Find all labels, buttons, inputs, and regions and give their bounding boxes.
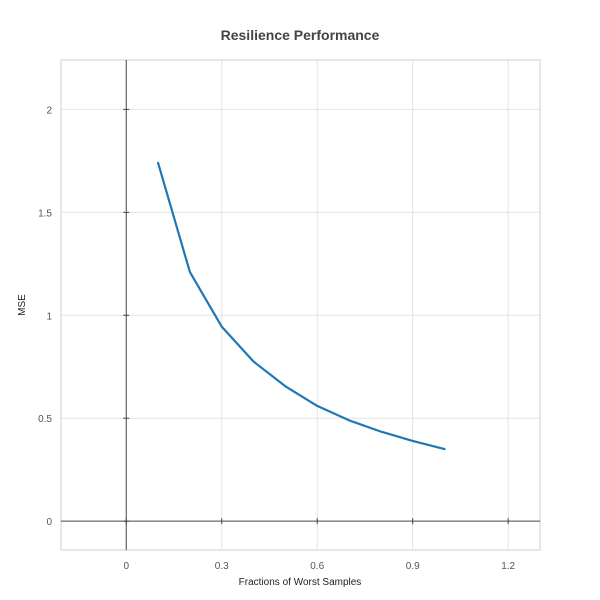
y-ticks: 0 0.5 1 1.5 2 (38, 105, 130, 528)
plot-area (60, 59, 541, 551)
x-tick-label: 0.6 (310, 561, 324, 572)
y-tick-label: 1.5 (38, 208, 52, 219)
x-gridlines (221, 60, 509, 550)
y-tick-label: 0 (46, 517, 52, 528)
y-gridlines (61, 108, 540, 419)
x-tick-label: 0 (123, 561, 129, 572)
y-tick-label: 2 (46, 105, 52, 116)
x-ticks: 0 0.3 0.6 0.9 1.2 (123, 518, 516, 572)
y-axis-label: MSE (17, 294, 28, 316)
x-tick-label: 1.2 (501, 561, 515, 572)
series-group (157, 161, 446, 451)
series-line-0 (157, 161, 446, 451)
chart-title: Resilience Performance (221, 27, 380, 43)
x-tick-label: 0.9 (406, 561, 420, 572)
x-axis-label: Fractions of Worst Samples (239, 577, 362, 588)
y-tick-label: 1 (46, 311, 52, 322)
y-tick-label: 0.5 (38, 414, 52, 425)
x-tick-label: 0.3 (215, 561, 229, 572)
